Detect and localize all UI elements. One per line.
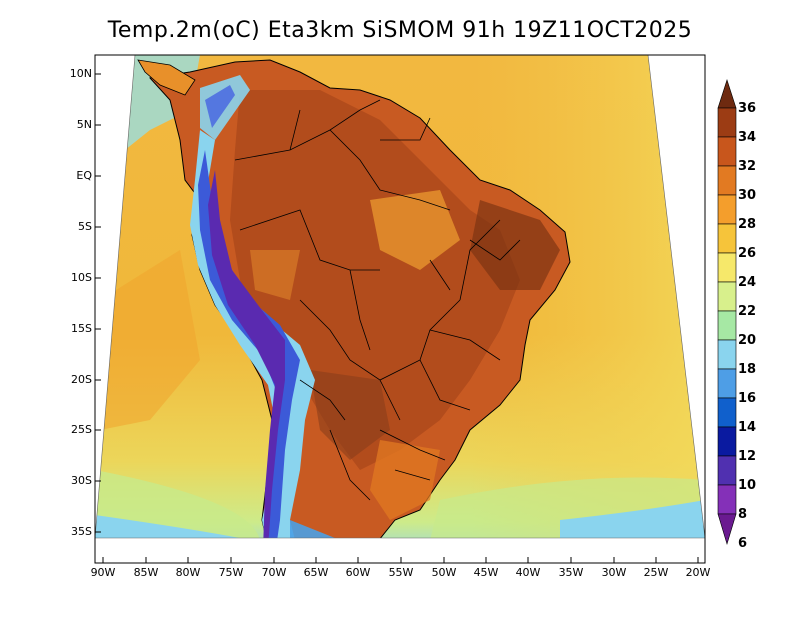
lon-label: 40W	[515, 566, 541, 579]
map-field	[95, 55, 705, 538]
latitude-ticks	[95, 73, 101, 533]
lat-label: 5N	[76, 118, 92, 131]
colorbar-label: 18	[738, 362, 757, 377]
lon-label: 90W	[90, 566, 116, 579]
lon-label: 35W	[558, 566, 584, 579]
lon-label: 55W	[388, 566, 414, 579]
colorbar-segment	[717, 455, 737, 486]
colorbar-label: 12	[738, 449, 757, 464]
map-border	[94, 54, 706, 564]
colorbar-segment	[717, 281, 737, 312]
patagonia-cold	[290, 520, 360, 538]
colorbar-label: 22	[738, 304, 757, 319]
central-america	[137, 59, 196, 96]
colorbar-segment	[717, 426, 737, 457]
colorbar-segment	[717, 252, 737, 283]
colorbar-label: 10	[738, 478, 757, 493]
colorbar	[717, 79, 737, 546]
western-amazon-patch	[250, 250, 300, 300]
map-title: Temp.2m(oC) Eta3km SiSMOM 91h 19Z11OCT20…	[107, 18, 693, 43]
longitude-ticks	[102, 557, 699, 563]
northern-andes-cold-core	[205, 85, 235, 128]
colorbar-label: 34	[738, 130, 757, 145]
lon-label: 75W	[218, 566, 244, 579]
colorbar-segment	[717, 310, 737, 341]
colorbar-label: 6	[738, 536, 748, 551]
lat-label: 30S	[71, 474, 92, 487]
lon-label: 85W	[133, 566, 159, 579]
southern-brazil-patch	[370, 440, 440, 520]
colorbar-label: 30	[738, 188, 757, 203]
colorbar-top-arrow	[717, 79, 737, 109]
lon-label: 20W	[685, 566, 711, 579]
lat-label: 35S	[71, 525, 92, 538]
colorbar-segment	[717, 107, 737, 138]
south-atlantic-cold-edge	[560, 500, 705, 538]
lat-label: 10S	[71, 271, 92, 284]
colorbar-segment	[717, 223, 737, 254]
lat-label: EQ	[76, 169, 92, 182]
colorbar-segment	[717, 339, 737, 370]
lat-label: 10N	[69, 67, 92, 80]
colorbar-segment	[717, 484, 737, 515]
lon-label: 70W	[261, 566, 287, 579]
pacific-warm-patch	[100, 250, 200, 430]
colorbar-segment	[717, 165, 737, 196]
lon-label: 30W	[601, 566, 627, 579]
colorbar-segment	[717, 397, 737, 428]
colorbar-segment	[717, 368, 737, 399]
andes-coldest-core	[208, 170, 285, 538]
colorbar-label: 36	[738, 101, 757, 116]
lon-label: 45W	[473, 566, 499, 579]
chaco-hot-core	[310, 370, 390, 460]
lon-label: 50W	[431, 566, 457, 579]
lat-label: 5S	[78, 220, 92, 233]
lon-label: 65W	[303, 566, 329, 579]
colorbar-label: 24	[738, 275, 757, 290]
colorbar-label: 26	[738, 246, 757, 261]
lat-label: 20S	[71, 373, 92, 386]
country-borders	[234, 99, 521, 501]
colorbar-segment	[717, 194, 737, 225]
south-pacific-cold-edge	[95, 515, 250, 538]
lon-label: 60W	[345, 566, 371, 579]
colorbar-bottom-arrow	[717, 513, 737, 546]
colorbar-label: 20	[738, 333, 757, 348]
colorbar-segment	[717, 136, 737, 167]
lon-label: 80W	[175, 566, 201, 579]
colorbar-label: 14	[738, 420, 757, 435]
lat-label: 15S	[71, 322, 92, 335]
colorbar-label: 32	[738, 159, 757, 174]
colorbar-label: 16	[738, 391, 757, 406]
colorbar-label: 8	[738, 507, 748, 522]
central-brazil-warm-patch	[370, 190, 460, 270]
lat-label: 25S	[71, 423, 92, 436]
lon-label: 25W	[643, 566, 669, 579]
colorbar-label: 28	[738, 217, 757, 232]
